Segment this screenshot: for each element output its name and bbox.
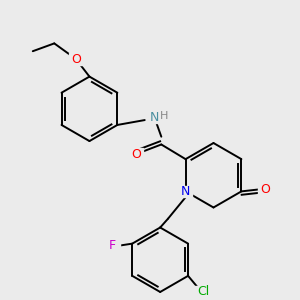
Text: N: N [181,185,190,198]
Bar [69,53,82,65]
Bar [258,184,272,195]
Bar [179,185,192,197]
Text: O: O [260,183,270,196]
Text: O: O [71,52,81,65]
Text: F: F [109,239,116,252]
Text: Cl: Cl [198,285,210,298]
Bar [106,240,120,251]
Bar [193,286,214,297]
Text: N: N [150,111,159,124]
Text: O: O [131,148,141,161]
Bar [147,111,166,123]
Bar [129,148,143,160]
Text: H: H [160,111,168,121]
